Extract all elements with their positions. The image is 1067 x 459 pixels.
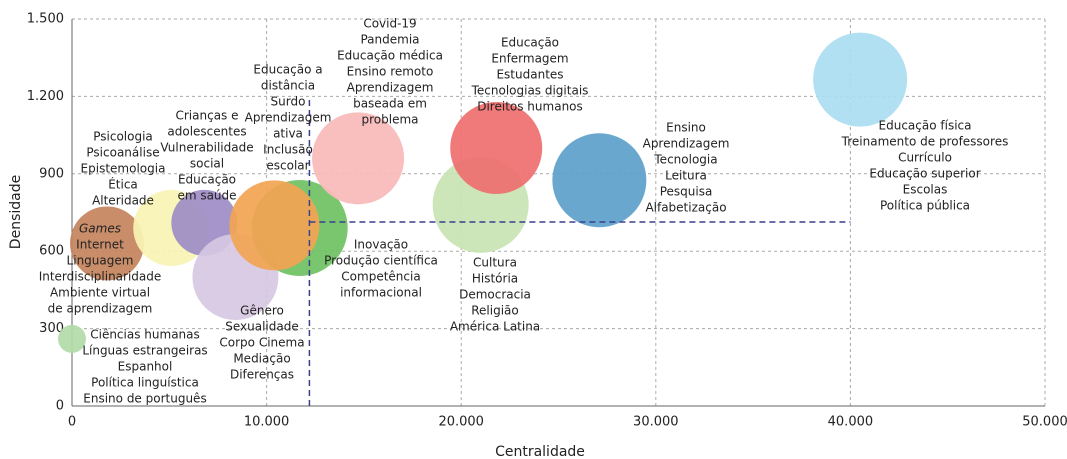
annotation: Política pública <box>880 199 970 213</box>
bubble <box>552 133 647 228</box>
x-tick-label: 10.000 <box>244 415 290 430</box>
annotation: Ciências humanas <box>90 328 200 342</box>
annotation: Aprendizagem <box>347 81 434 95</box>
annotation: Ensino de português <box>83 392 206 406</box>
annotation: Democracia <box>459 288 531 302</box>
annotation: Ambiente virtual <box>50 286 150 300</box>
annotation: Estudantes <box>496 68 563 82</box>
annotation: Alfabetização <box>645 201 726 215</box>
annotation: Alteridade <box>92 194 154 208</box>
bubble <box>450 102 543 194</box>
annotation: Tecnologias digitais <box>471 84 589 98</box>
annotation: ativa <box>273 127 303 141</box>
annotation: Escolas <box>903 183 948 197</box>
annotation: Educação <box>178 173 236 187</box>
annotation: Diferenças <box>230 368 294 382</box>
annotation: adolescentes <box>167 125 246 139</box>
annotation: escolar <box>266 159 309 173</box>
annotation: América Latina <box>450 320 540 334</box>
annotation: Leitura <box>665 169 707 183</box>
annotation: Aprendizagem <box>643 137 730 151</box>
annotation: Inovação <box>354 238 408 252</box>
x-tick-label: 40.000 <box>828 415 874 430</box>
annotation: social <box>190 157 224 171</box>
annotation: Internet <box>76 238 124 252</box>
annotation: Pesquisa <box>660 185 713 199</box>
annotation: Treinamento de professores <box>841 135 1009 149</box>
bubble <box>312 112 405 205</box>
y-tick-label: 600 <box>39 244 64 259</box>
annotation: História <box>472 272 518 286</box>
annotation: Interdisciplinaridade <box>39 270 162 284</box>
bubble <box>229 180 320 271</box>
annotation: Sexualidade <box>225 320 299 334</box>
annotation: em saúde <box>177 189 236 203</box>
y-tick-label: 1.500 <box>27 12 64 27</box>
bubble <box>70 206 145 281</box>
annotation: Psicologia <box>93 130 153 144</box>
annotation: Educação física <box>879 119 972 133</box>
annotation: Games <box>79 222 121 236</box>
annotation: Religião <box>471 304 519 318</box>
annotation: Currículo <box>898 151 952 165</box>
annotation: Covid-19 <box>363 17 416 31</box>
annotation: Competência <box>341 270 420 284</box>
annotation: Crianças e <box>175 109 238 123</box>
x-tick-label: 50.000 <box>1022 415 1067 430</box>
annotation: Aprendizagem <box>245 111 332 125</box>
annotation: Vulnerabilidade <box>160 141 253 155</box>
annotation: Mediação <box>233 352 290 366</box>
y-tick-label: 0 <box>56 399 64 414</box>
annotation: Gênero <box>240 304 284 318</box>
annotation: Epistemologia <box>81 162 166 176</box>
annotation: informacional <box>340 286 422 300</box>
annotation: Enfermagem <box>491 52 568 66</box>
annotation: de aprendizagem <box>48 302 153 316</box>
annotation: Pandemia <box>360 33 419 47</box>
x-tick-label: 0 <box>68 415 76 430</box>
bubble <box>58 324 86 353</box>
y-tick-label: 1.200 <box>27 89 64 104</box>
y-tick-label: 900 <box>39 166 64 181</box>
annotation: Educação médica <box>337 49 443 63</box>
annotation: Direitos humanos <box>477 100 583 114</box>
annotation: Educação <box>501 36 559 50</box>
annotation: baseada em <box>353 97 427 111</box>
annotation: Educação superior <box>869 167 980 181</box>
annotation: Ensino remoto <box>347 65 434 79</box>
x-tick-label: 30.000 <box>633 415 679 430</box>
annotation: Linguagem <box>67 254 134 268</box>
annotation: Política linguística <box>91 376 199 390</box>
annotation: Corpo Cinema <box>219 336 304 350</box>
annotation: Produção científica <box>324 254 438 268</box>
annotation: Espanhol <box>118 360 173 374</box>
annotation: Educação a <box>253 63 322 77</box>
annotation: Tecnologia <box>653 153 717 167</box>
annotation: Cultura <box>473 256 517 270</box>
annotation: Ética <box>108 177 138 192</box>
annotation: Inclusão <box>263 143 313 157</box>
annotation: problema <box>361 113 418 127</box>
y-tick-label: 300 <box>39 321 64 336</box>
x-axis-label: Centralidade <box>495 444 585 459</box>
annotation: distância <box>261 79 315 93</box>
bubble <box>813 32 908 127</box>
annotation: Línguas estrangeiras <box>82 344 207 358</box>
annotation: Ensino <box>666 121 706 135</box>
y-axis-label: Densidade <box>8 175 24 249</box>
annotation: Psicoanálise <box>86 146 159 160</box>
annotation: Surdo <box>271 95 306 109</box>
x-tick-label: 20.000 <box>438 415 484 430</box>
